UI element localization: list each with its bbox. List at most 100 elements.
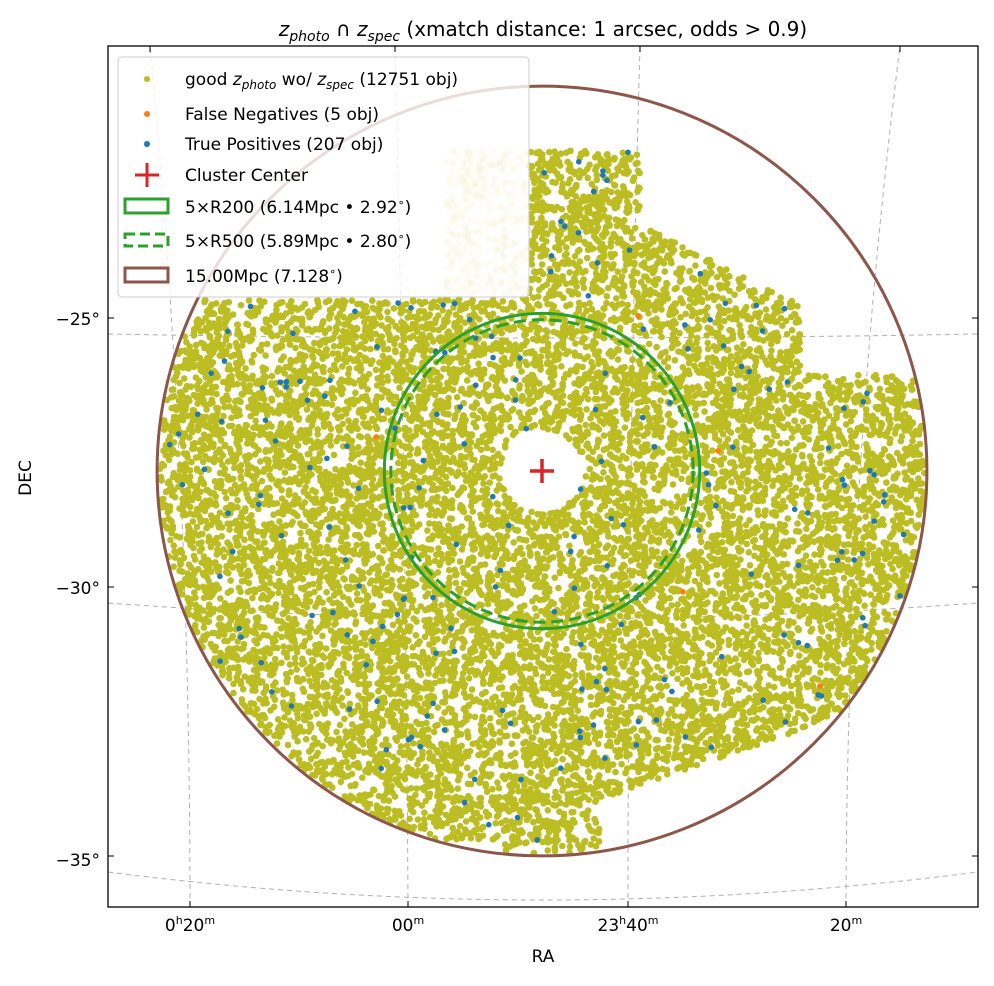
good-photo-point bbox=[615, 653, 623, 660]
good-photo-point bbox=[357, 597, 364, 604]
good-photo-point bbox=[333, 728, 340, 736]
good-photo-point bbox=[436, 297, 444, 305]
good-photo-point bbox=[876, 385, 884, 393]
good-photo-point bbox=[486, 757, 494, 764]
good-photo-point bbox=[525, 728, 533, 735]
good-photo-point bbox=[746, 562, 754, 569]
good-photo-point bbox=[307, 755, 315, 763]
good-photo-point bbox=[544, 847, 551, 854]
good-photo-point bbox=[274, 368, 281, 375]
good-photo-point bbox=[281, 469, 289, 476]
good-photo-point bbox=[481, 706, 488, 713]
good-photo-point bbox=[661, 389, 668, 396]
good-photo-point bbox=[245, 579, 253, 587]
good-photo-point bbox=[479, 433, 487, 440]
good-photo-point bbox=[369, 602, 377, 609]
good-photo-point bbox=[523, 816, 531, 824]
good-photo-point bbox=[699, 512, 706, 519]
good-photo-point bbox=[669, 469, 676, 477]
good-photo-point bbox=[311, 339, 318, 347]
good-photo-point bbox=[210, 310, 218, 318]
good-photo-point bbox=[566, 301, 574, 308]
good-photo-point bbox=[619, 149, 627, 157]
good-photo-point bbox=[518, 368, 525, 375]
good-photo-point bbox=[245, 297, 253, 304]
good-photo-point bbox=[679, 505, 687, 513]
good-photo-point bbox=[817, 459, 824, 467]
good-photo-point bbox=[458, 742, 465, 750]
good-photo-point bbox=[310, 734, 318, 742]
good-photo-point bbox=[480, 480, 487, 487]
good-photo-point bbox=[653, 343, 660, 351]
good-photo-point bbox=[571, 677, 578, 685]
good-photo-point bbox=[430, 728, 438, 736]
good-photo-point bbox=[555, 584, 562, 592]
good-photo-point bbox=[618, 760, 625, 768]
good-photo-point bbox=[843, 462, 851, 470]
good-photo-point bbox=[566, 843, 574, 850]
good-photo-point bbox=[769, 482, 776, 490]
good-photo-point bbox=[437, 334, 445, 341]
good-photo-point bbox=[435, 545, 442, 552]
good-photo-point bbox=[593, 171, 601, 179]
good-photo-point bbox=[655, 683, 662, 691]
good-photo-point bbox=[275, 560, 283, 567]
good-photo-point bbox=[634, 205, 642, 212]
good-photo-point bbox=[222, 494, 230, 502]
good-photo-point bbox=[825, 633, 832, 641]
good-photo-point bbox=[190, 552, 198, 560]
good-photo-point bbox=[697, 538, 705, 546]
good-photo-point bbox=[616, 612, 624, 620]
good-photo-point bbox=[186, 434, 193, 441]
good-photo-point bbox=[249, 594, 256, 602]
good-photo-point bbox=[645, 340, 653, 348]
good-photo-point bbox=[591, 582, 598, 590]
good-photo-point bbox=[521, 654, 528, 662]
good-photo-point bbox=[621, 424, 629, 431]
good-photo-point bbox=[565, 511, 572, 519]
good-photo-point bbox=[777, 664, 785, 671]
dec-grid-line bbox=[108, 871, 978, 901]
good-photo-point bbox=[464, 734, 472, 741]
good-photo-point bbox=[794, 520, 801, 527]
good-photo-point bbox=[816, 453, 824, 461]
good-photo-point bbox=[183, 338, 190, 346]
good-photo-point bbox=[512, 428, 519, 436]
good-photo-point bbox=[796, 475, 804, 482]
good-photo-point bbox=[692, 262, 699, 269]
good-photo-point bbox=[494, 404, 501, 411]
good-photo-point bbox=[779, 322, 786, 330]
good-photo-point bbox=[632, 199, 639, 206]
good-photo-point bbox=[384, 308, 391, 316]
good-photo-point bbox=[438, 601, 445, 609]
good-photo-point bbox=[692, 411, 700, 419]
good-photo-point bbox=[693, 717, 700, 725]
good-photo-point bbox=[564, 762, 571, 770]
good-photo-point bbox=[234, 321, 242, 329]
good-photo-point bbox=[665, 743, 672, 751]
good-photo-point bbox=[785, 704, 792, 711]
points-layer bbox=[156, 147, 928, 857]
good-photo-point bbox=[533, 612, 540, 620]
good-photo-point bbox=[862, 406, 870, 413]
good-photo-point bbox=[713, 494, 720, 502]
good-photo-point bbox=[676, 329, 683, 337]
good-photo-point bbox=[779, 658, 786, 665]
good-photo-point bbox=[838, 450, 845, 458]
good-photo-point bbox=[368, 644, 376, 652]
good-photo-point bbox=[302, 508, 309, 516]
good-photo-point bbox=[565, 653, 572, 660]
good-photo-point bbox=[688, 332, 695, 340]
good-photo-point bbox=[700, 399, 708, 407]
good-photo-point bbox=[449, 484, 456, 492]
good-photo-point bbox=[446, 515, 454, 522]
good-photo-point bbox=[784, 515, 792, 522]
good-photo-point bbox=[704, 345, 712, 353]
good-photo-point bbox=[617, 637, 625, 644]
good-photo-point bbox=[397, 708, 405, 715]
good-photo-point bbox=[767, 340, 775, 348]
good-photo-point bbox=[600, 469, 607, 476]
good-photo-point bbox=[721, 701, 728, 708]
good-photo-point bbox=[603, 299, 610, 307]
